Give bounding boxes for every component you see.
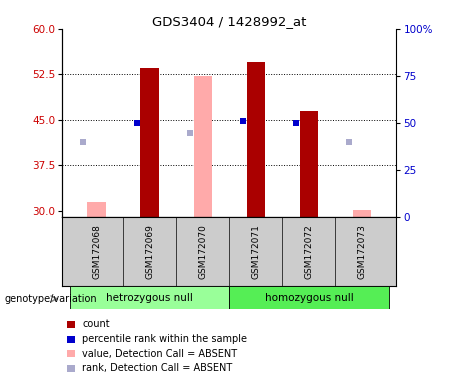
Bar [194,76,212,217]
Text: genotype/variation: genotype/variation [5,294,97,304]
Bar [141,68,159,217]
Text: GSM172069: GSM172069 [145,224,154,279]
Bar [70,286,229,309]
Text: GSM172068: GSM172068 [92,224,101,279]
Text: GSM172071: GSM172071 [251,224,260,279]
Text: hetrozygous null: hetrozygous null [106,293,193,303]
Text: GSM172070: GSM172070 [198,224,207,279]
Text: count: count [82,319,110,329]
Bar [353,210,371,217]
Bar [300,111,318,217]
Text: GSM172073: GSM172073 [357,224,366,279]
Bar [247,62,265,217]
Title: GDS3404 / 1428992_at: GDS3404 / 1428992_at [152,15,307,28]
Bar [229,286,389,309]
Text: homozygous null: homozygous null [265,293,353,303]
Text: rank, Detection Call = ABSENT: rank, Detection Call = ABSENT [82,363,232,373]
Text: GSM172072: GSM172072 [304,224,313,279]
Bar [88,202,106,217]
Text: percentile rank within the sample: percentile rank within the sample [82,334,247,344]
Text: value, Detection Call = ABSENT: value, Detection Call = ABSENT [82,349,237,359]
